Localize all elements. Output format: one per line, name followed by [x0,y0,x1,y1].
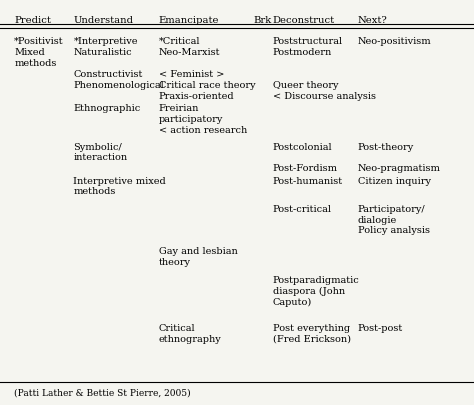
Text: Neo-positivism: Neo-positivism [358,37,431,46]
Text: Critical
ethnography: Critical ethnography [159,324,221,344]
Text: Emancipate: Emancipate [159,16,219,25]
Text: Queer theory: Queer theory [273,81,338,90]
Text: Constructivist: Constructivist [73,70,143,79]
Text: Next?: Next? [358,16,388,25]
Text: Freirian
participatory
< action research: Freirian participatory < action research [159,104,247,135]
Text: Understand: Understand [73,16,134,25]
Text: Critical race theory: Critical race theory [159,81,255,90]
Text: Citizen inquiry: Citizen inquiry [358,177,431,185]
Text: Post-critical: Post-critical [273,205,331,214]
Text: Phenomenological: Phenomenological [73,81,164,90]
Text: < Feminist >: < Feminist > [159,70,224,79]
Text: Post-theory: Post-theory [358,143,414,151]
Text: Neo-pragmatism: Neo-pragmatism [358,164,441,173]
Text: < Discourse analysis: < Discourse analysis [273,92,375,101]
Text: *Positivist
Mixed
methods: *Positivist Mixed methods [14,37,64,68]
Text: Postparadigmatic
diaspora (John
Caputo): Postparadigmatic diaspora (John Caputo) [273,276,359,307]
Text: Deconstruct: Deconstruct [273,16,335,25]
Text: Poststructural
Postmodern: Poststructural Postmodern [273,37,343,57]
Text: Symbolic/
interaction: Symbolic/ interaction [73,143,128,162]
Text: Post-Fordism: Post-Fordism [273,164,337,173]
Text: *Interpretive
Naturalistic: *Interpretive Naturalistic [73,37,138,57]
Text: Praxis-oriented: Praxis-oriented [159,92,235,101]
Text: Ethnographic: Ethnographic [73,104,141,113]
Text: Postcolonial: Postcolonial [273,143,332,151]
Text: Post-humanist: Post-humanist [273,177,343,185]
Text: Brk: Brk [254,16,272,25]
Text: (Patti Lather & Bettie St Pierre, 2005): (Patti Lather & Bettie St Pierre, 2005) [14,389,191,398]
Text: *Critical
Neo-Marxist: *Critical Neo-Marxist [159,37,220,57]
Text: Predict: Predict [14,16,51,25]
Text: Post everything
(Fred Erickson): Post everything (Fred Erickson) [273,324,351,344]
Text: Interpretive mixed
methods: Interpretive mixed methods [73,177,166,196]
Text: Gay and lesbian
theory: Gay and lesbian theory [159,247,237,267]
Text: Participatory/
dialogie
Policy analysis: Participatory/ dialogie Policy analysis [358,205,430,235]
Text: Post-post: Post-post [358,324,403,333]
